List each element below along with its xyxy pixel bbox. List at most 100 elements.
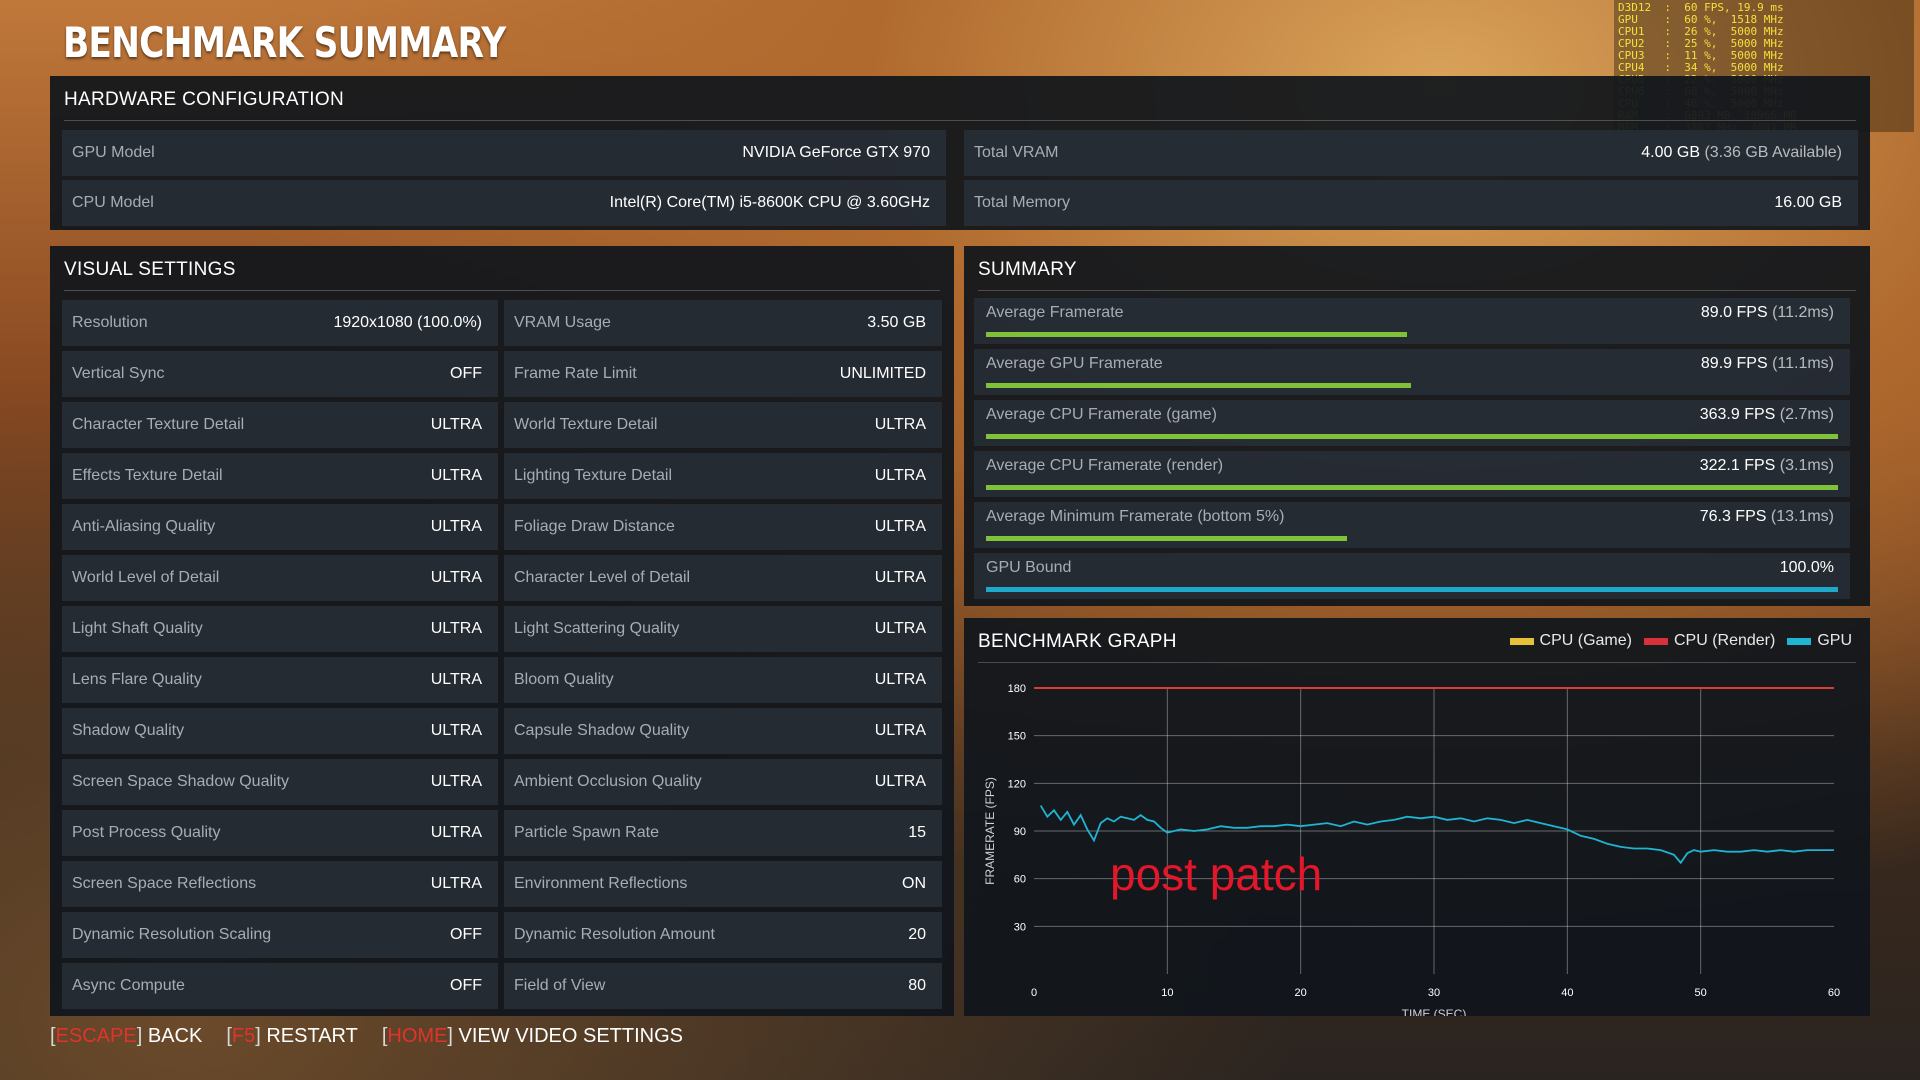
summary-label: Average Framerate	[986, 304, 1124, 321]
bracket-close: ]	[447, 1025, 453, 1047]
summary-label: Average Minimum Framerate (bottom 5%)	[986, 508, 1285, 525]
setting-value: ON	[902, 875, 926, 892]
y-tick-label: 180	[1008, 683, 1026, 695]
setting-label: Lighting Texture Detail	[514, 467, 673, 484]
summary-value: 322.1 FPS (3.1ms)	[1700, 457, 1834, 475]
x-tick-label: 60	[1828, 987, 1840, 999]
summary-ms: (2.7ms)	[1779, 406, 1834, 423]
setting-value: ULTRA	[430, 773, 482, 790]
page-title: BENCHMARK SUMMARY	[63, 18, 506, 67]
overlay-line: GPU : 60 %, 1518 MHz	[1618, 13, 1784, 26]
setting-row-environment-reflections: Environment Reflections ON	[504, 861, 942, 907]
setting-label: VRAM Usage	[514, 314, 611, 331]
view-video-settings-action[interactable]: [HOME] VIEW VIDEO SETTINGS	[382, 1025, 683, 1048]
restart-action[interactable]: [F5] RESTART	[226, 1025, 358, 1048]
setting-value: ULTRA	[874, 620, 926, 637]
setting-value: 1920x1080 (100.0%)	[333, 314, 482, 331]
vram-available: (3.36 GB Available)	[1704, 144, 1842, 161]
setting-row-vertical-sync: Vertical Sync OFF	[62, 351, 498, 397]
action-label: VIEW VIDEO SETTINGS	[458, 1025, 684, 1047]
summary-fps: 89.0 FPS	[1700, 304, 1768, 321]
setting-value: ULTRA	[430, 467, 482, 484]
setting-label: Environment Reflections	[514, 875, 688, 892]
setting-value: ULTRA	[430, 518, 482, 535]
setting-row-lens-flare-quality: Lens Flare Quality ULTRA	[62, 657, 498, 703]
summary-value: 89.9 FPS (11.1ms)	[1701, 355, 1834, 373]
setting-label: Dynamic Resolution Scaling	[72, 926, 272, 943]
summary-ms: (13.1ms)	[1770, 508, 1834, 525]
summary-fps: 76.3 FPS	[1699, 508, 1767, 525]
benchmark-graph-panel: BENCHMARK GRAPH CPU (Game) CPU (Render) GP…	[964, 618, 1870, 1016]
legend-label: GPU	[1817, 632, 1852, 649]
setting-row-light-scattering-quality: Light Scattering Quality ULTRA	[504, 606, 942, 652]
bracket-open: [	[226, 1025, 232, 1047]
setting-row-foliage-draw-distance: Foliage Draw Distance ULTRA	[504, 504, 942, 550]
summary-ms: (3.1ms)	[1779, 457, 1834, 474]
setting-row-frame-rate-limit: Frame Rate Limit UNLIMITED	[504, 351, 942, 397]
total-vram-value: 4.00 GB (3.36 GB Available)	[1641, 144, 1842, 162]
series-line-gpu	[1039, 805, 1834, 865]
total-memory-row: Total Memory 16.00 GB	[964, 180, 1858, 226]
key-hint: HOME	[387, 1025, 448, 1047]
setting-row-shadow-quality: Shadow Quality ULTRA	[62, 708, 498, 754]
legend-label: CPU (Render)	[1673, 632, 1776, 649]
setting-label: Screen Space Shadow Quality	[72, 773, 290, 790]
setting-value: 3.50 GB	[867, 314, 926, 331]
total-vram-label: Total VRAM	[974, 144, 1059, 161]
setting-row-post-process-quality: Post Process Quality ULTRA	[62, 810, 498, 856]
legend-item-cpu-game: CPU (Game)	[1509, 632, 1632, 650]
setting-value: OFF	[450, 926, 482, 943]
setting-label: Light Scattering Quality	[514, 620, 680, 637]
gpu-model-row: GPU Model NVIDIA GeForce GTX 970	[62, 130, 946, 176]
summary-panel: SUMMARY Average Framerate 89.0 FPS (11.2m…	[964, 246, 1870, 606]
summary-fps: 100.0%	[1779, 559, 1834, 576]
setting-value: ULTRA	[874, 518, 926, 535]
summary-row-average-framerate: Average Framerate 89.0 FPS (11.2ms)	[974, 298, 1850, 344]
overlay-line: CPU3 : 11 %, 5000 MHz	[1618, 49, 1784, 62]
setting-row-screen-space-shadow-quality: Screen Space Shadow Quality ULTRA	[62, 759, 498, 805]
summary-row-average-cpu-framerate-render: Average CPU Framerate (render) 322.1 FPS …	[974, 451, 1850, 497]
setting-row-character-texture-detail: Character Texture Detail ULTRA	[62, 402, 498, 448]
summary-row-average-gpu-framerate: Average GPU Framerate 89.9 FPS (11.1ms)	[974, 349, 1850, 395]
total-memory-value: 16.00 GB	[1774, 194, 1842, 211]
setting-row-effects-texture-detail: Effects Texture Detail ULTRA	[62, 453, 498, 499]
setting-label: Dynamic Resolution Amount	[514, 926, 715, 943]
cpu-model-value: Intel(R) Core(TM) i5-8600K CPU @ 3.60GHz	[609, 194, 930, 211]
setting-row-anti-aliasing-quality: Anti-Aliasing Quality ULTRA	[62, 504, 498, 550]
setting-row-field-of-view: Field of View 80	[504, 963, 942, 1009]
hardware-configuration-panel: HARDWARE CONFIGURATION GPU Model NVIDIA …	[50, 76, 1870, 230]
bracket-close: ]	[136, 1025, 143, 1047]
benchmark-graph-header: BENCHMARK GRAPH	[978, 622, 1856, 663]
setting-row-screen-space-reflections: Screen Space Reflections ULTRA	[62, 861, 498, 907]
legend-item-cpu-render: CPU (Render)	[1643, 632, 1776, 650]
action-label: RESTART	[266, 1025, 358, 1047]
graph-annotation: post patch	[1110, 848, 1322, 900]
setting-label: Effects Texture Detail	[72, 467, 223, 484]
setting-value: ULTRA	[430, 620, 482, 637]
bracket-close: ]	[255, 1025, 261, 1047]
setting-label: Field of View	[514, 977, 606, 994]
summary-row-average-minimum-framerate-bottom-5: Average Minimum Framerate (bottom 5%) 76.…	[974, 502, 1850, 548]
summary-fps: 89.9 FPS	[1700, 355, 1768, 372]
total-vram-row: Total VRAM 4.00 GB (3.36 GB Available)	[964, 130, 1858, 176]
summary-fps: 322.1 FPS	[1699, 457, 1776, 474]
setting-row-character-level-of-detail: Character Level of Detail ULTRA	[504, 555, 942, 601]
setting-value: ULTRA	[874, 773, 926, 790]
summary-ms: (11.1ms)	[1772, 355, 1834, 372]
summary-label: Average CPU Framerate (render)	[986, 457, 1224, 474]
summary-bar	[986, 332, 1407, 337]
setting-value: ULTRA	[874, 467, 926, 484]
setting-value: ULTRA	[430, 416, 482, 433]
setting-label: Screen Space Reflections	[72, 875, 257, 892]
setting-row-particle-spawn-rate: Particle Spawn Rate 15	[504, 810, 942, 856]
gpu-model-label: GPU Model	[72, 144, 155, 161]
setting-value: ULTRA	[874, 569, 926, 586]
setting-row-world-texture-detail: World Texture Detail ULTRA	[504, 402, 942, 448]
action-label: BACK	[147, 1025, 203, 1047]
setting-label: Resolution	[72, 314, 148, 331]
setting-value: 80	[908, 977, 926, 994]
setting-label: Lens Flare Quality	[72, 671, 202, 688]
back-action[interactable]: [ESCAPE] BACK	[50, 1025, 202, 1048]
setting-value: ULTRA	[430, 824, 482, 841]
setting-row-resolution: Resolution 1920x1080 (100.0%)	[62, 300, 498, 346]
